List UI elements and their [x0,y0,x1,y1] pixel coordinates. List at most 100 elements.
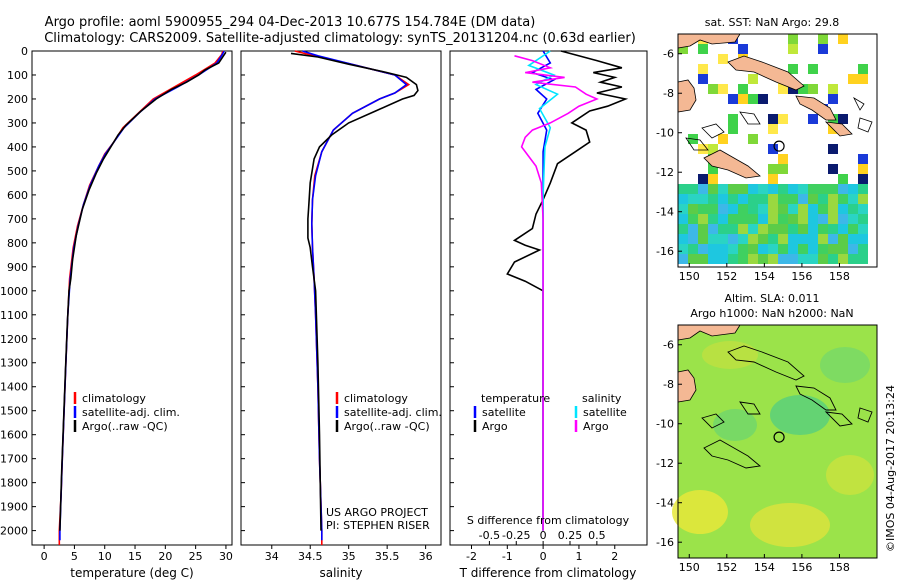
sst-pixel [818,184,828,194]
island-outline [727,345,805,381]
sst-pixel [708,204,718,214]
depth-tick-label: 2000 [0,525,28,538]
sst-pixel [858,194,868,204]
sst-pixel [768,244,778,254]
sst-pixel [698,44,708,54]
sst-map-title: sat. SST: NaN Argo: 29.8 [705,16,839,29]
sst-pixel [708,244,718,254]
t-difference-label: T difference from climatology [459,566,637,580]
sst-pixel [708,214,718,224]
sst-pixel [758,244,768,254]
series-argo-raw-qc [290,52,419,531]
sst-pixel [748,204,758,214]
legend-t-argo: Argo [482,420,508,433]
map-y-tick-label: -12 [656,166,674,179]
temperature-frame [31,50,233,546]
depth-tick-label: 900 [7,261,28,274]
sst-pixel [858,234,868,244]
island-outline [685,137,709,151]
sla-map-ticks: 150 152 154 156 158 -6 -8 -10 -12 -14 -16 [656,339,850,574]
sst-pixel [738,224,748,234]
legend-argo: Argo(..raw -QC) [82,420,168,433]
island-outline [824,411,853,427]
sst-pixel [798,254,808,264]
sst-pixel [728,244,738,254]
sst-pixel [688,214,698,224]
sst-pixel [808,114,818,124]
sla-map-panel: Altim. SLA: 0.011 Argo h1000: NaN h2000:… [656,292,878,574]
sst-pixel [828,194,838,204]
map-x-tick-label: 156 [791,561,812,574]
sst-pixel [778,184,788,194]
depth-tick-label: 1000 [0,285,28,298]
difference-x-ticks: -2 -1 0 1 2 [466,545,618,563]
sst-pixel [768,194,778,204]
sst-pixel [678,194,688,204]
sst-pixel [828,164,838,174]
sst-pixel [748,214,758,224]
land-mass [795,95,837,121]
temperature-x-ticks: 0 5 10 15 20 25 30 [41,545,233,563]
sst-pixel [788,184,798,194]
sst-pixel [698,74,708,84]
sst-pixel [738,254,748,264]
map-y-tick-label: -6 [663,339,674,352]
sst-pixel [728,224,738,234]
map-y-tick-label: -14 [656,497,674,510]
difference-frame [449,50,648,546]
depth-tick-label: 400 [7,141,28,154]
map-x-tick-label: 150 [679,561,700,574]
sla-coastlines [701,345,873,469]
island-outline [857,117,873,133]
sst-pixel [768,224,778,234]
legend-t-satellite: satellite [482,406,526,419]
sst-pixel [838,254,848,264]
sst-pixel [838,244,848,254]
s-tick-label: -0.5 [479,529,500,542]
sst-pixel [808,224,818,234]
island-outline [739,111,761,125]
sst-pixel [678,184,688,194]
difference-panel: -2 -1 0 1 2 -0.5 -0.25 0 0.25 0.5 S difference f… [449,50,648,580]
map-x-tick-label: 154 [754,270,775,283]
sst-pixel [768,144,778,154]
series-s-argo [514,55,599,531]
sst-pixel [798,194,808,204]
sst-pixel [698,204,708,214]
salinity-legend: climatology satellite-adj. clim. Argo(..… [335,392,442,433]
imos-watermark: ©IMOS 04-Aug-2017 20:13:24 [884,385,897,552]
sst-pixel [788,34,798,44]
sst-pixel [838,194,848,204]
sst-pixel [728,254,738,264]
sst-pixel [748,74,758,84]
x-tick-label: 0 [540,550,547,563]
sst-pixel [858,184,868,194]
island-outline [853,96,865,111]
depth-tick-label: 700 [7,213,28,226]
sst-pixel [738,184,748,194]
salinity-difference-ticks: -0.5 -0.25 0 0.25 0.5 [479,529,606,545]
sst-pixel [778,234,788,244]
difference-legend: temperature salinity satellite Argo sate… [473,392,627,433]
sst-pixel [688,204,698,214]
x-tick-label: 2 [611,550,618,563]
x-tick-label: 34.5 [298,550,323,563]
sst-coastlines [685,96,873,151]
sst-pixel [768,254,778,264]
depth-tick-label: 1900 [0,501,28,514]
depth-tick-label: 1100 [0,309,28,322]
legend-s-satellite: satellite [583,406,627,419]
sst-pixel [768,164,778,174]
sst-pixel [718,84,728,94]
sst-pixel [818,244,828,254]
sst-pixel [828,254,838,264]
x-tick-label: 20 [158,550,172,563]
depth-tick-label: 1200 [0,333,28,346]
sst-pixel [808,244,818,254]
sst-pixel [818,204,828,214]
sst-pixel [748,94,758,104]
series-t-argo [506,50,629,531]
sst-pixel [678,244,688,254]
sst-pixel [798,204,808,214]
